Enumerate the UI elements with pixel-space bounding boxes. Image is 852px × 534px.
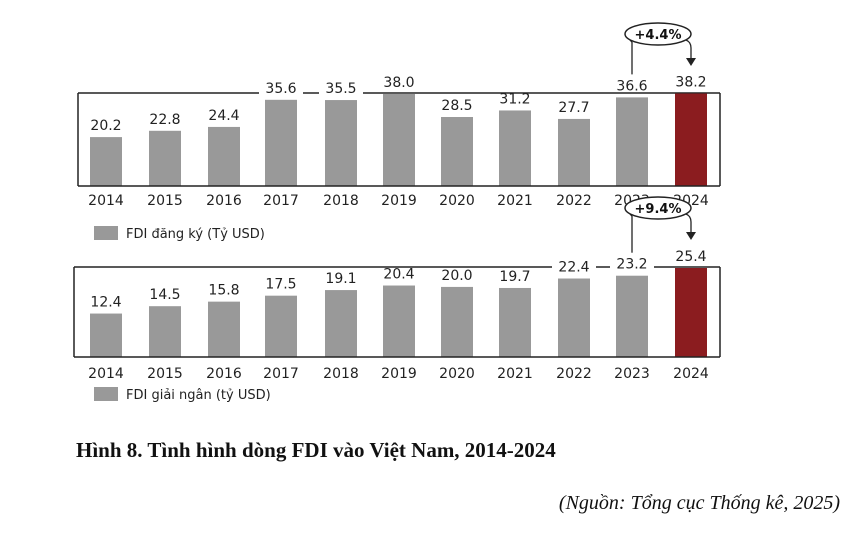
- bar: [499, 110, 531, 186]
- value-label: 35.6: [265, 81, 296, 97]
- bar: [208, 301, 240, 357]
- bar: [383, 94, 415, 186]
- bar: [558, 278, 590, 357]
- year-label: 2019: [381, 193, 417, 209]
- year-label: 2014: [88, 366, 124, 382]
- growth-connector: [629, 213, 633, 217]
- arrow-head-icon: [686, 232, 696, 240]
- arrow-head-icon: [686, 58, 696, 66]
- bar: [383, 285, 415, 357]
- value-label: 23.2: [616, 257, 647, 273]
- value-label: 28.5: [441, 98, 472, 114]
- year-label: 2021: [497, 193, 533, 209]
- bar: [441, 117, 473, 186]
- value-label: 19.7: [499, 269, 530, 285]
- figure-caption: Hình 8. Tình hình dòng FDI vào Việt Nam,…: [76, 438, 556, 462]
- year-label: 2020: [439, 366, 475, 382]
- legend-swatch: [94, 226, 118, 240]
- growth-connector: [629, 39, 633, 43]
- year-label: 2022: [556, 366, 592, 382]
- bar: [90, 313, 122, 357]
- growth-badge-text: +9.4%: [635, 202, 682, 217]
- bar: [265, 295, 297, 357]
- bar: [265, 99, 297, 186]
- year-label: 2016: [206, 193, 242, 209]
- bar: [325, 290, 357, 357]
- bar: [90, 137, 122, 186]
- year-label: 2020: [439, 193, 475, 209]
- year-label: 2018: [323, 193, 359, 209]
- value-label: 25.4: [675, 249, 706, 265]
- value-label: 22.8: [149, 112, 180, 128]
- value-label: 38.0: [383, 75, 414, 91]
- bar-highlight: [675, 93, 707, 186]
- year-label: 2017: [263, 193, 299, 209]
- value-label: 12.4: [90, 295, 121, 311]
- value-label: 35.5: [325, 81, 356, 97]
- value-label: 31.2: [499, 91, 530, 107]
- bar-highlight: [675, 268, 707, 357]
- year-label: 2018: [323, 366, 359, 382]
- value-label: 27.7: [558, 100, 589, 116]
- growth-badge-outline: [624, 196, 692, 220]
- bar: [616, 97, 648, 186]
- value-label: 17.5: [265, 277, 296, 293]
- year-label: 2015: [147, 193, 183, 209]
- year-label: 2014: [88, 193, 124, 209]
- growth-arrow: [685, 213, 692, 234]
- value-label: 14.5: [149, 287, 180, 303]
- value-label: 20.2: [90, 118, 121, 134]
- bar: [616, 275, 648, 357]
- legend-label: FDI đăng ký (Tỷ USD): [126, 227, 265, 242]
- bar: [208, 126, 240, 186]
- value-label: 22.4: [558, 260, 589, 276]
- value-label: 15.8: [208, 283, 239, 299]
- value-label: 38.2: [675, 75, 706, 91]
- value-label: 20.4: [383, 267, 414, 283]
- year-label: 2022: [556, 193, 592, 209]
- growth-badge-text: +4.4%: [635, 28, 682, 43]
- year-label: 2021: [497, 366, 533, 382]
- bar: [325, 100, 357, 186]
- growth-badge-outline: [624, 22, 692, 46]
- year-label: 2015: [147, 366, 183, 382]
- bar: [499, 287, 531, 357]
- value-label: 24.4: [208, 108, 239, 124]
- bar: [149, 130, 181, 186]
- value-label: 36.6: [616, 78, 647, 94]
- legend-label: FDI giải ngân (tỷ USD): [126, 388, 271, 403]
- year-label: 2017: [263, 366, 299, 382]
- bar: [149, 306, 181, 357]
- year-label: 2023: [614, 366, 650, 382]
- year-label: 2019: [381, 366, 417, 382]
- growth-arrow: [685, 39, 692, 60]
- year-label: 2016: [206, 366, 242, 382]
- legend-swatch: [94, 387, 118, 401]
- bar: [441, 286, 473, 357]
- bar: [558, 118, 590, 186]
- value-label: 19.1: [325, 271, 356, 287]
- figure-source: (Nguồn: Tổng cục Thống kê, 2025): [558, 492, 840, 514]
- value-label: 20.0: [441, 268, 472, 284]
- year-label: 2024: [673, 366, 709, 382]
